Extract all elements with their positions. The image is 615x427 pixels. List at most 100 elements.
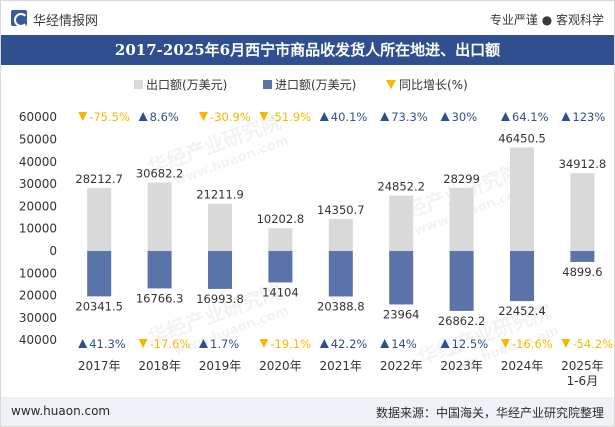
export-bar: [87, 188, 112, 251]
growth-up-marker: [199, 339, 208, 348]
growth-value-label: 30%: [452, 110, 478, 124]
chart-title: 2017-2025年6月西宁市商品收发货人所在地进、出口额: [114, 41, 501, 59]
x-tick-label: 2024年: [501, 359, 544, 373]
y-tick-label: 40000: [19, 155, 57, 169]
growth-value-label: 123%: [572, 110, 605, 124]
import-value-label: 20388.8: [317, 299, 365, 313]
export-bar: [208, 203, 232, 251]
legend-export-label: 出口额(万美元): [146, 78, 227, 92]
x-tick-label: 2018年: [138, 359, 181, 373]
growth-down-marker: [259, 112, 269, 121]
export-bar: [328, 218, 353, 251]
import-value-label: 26862.2: [438, 314, 486, 328]
import-value-label: 22452.4: [498, 304, 546, 318]
y-tick-label: 10000: [19, 222, 57, 236]
footer-url: www.huaon.com: [11, 404, 111, 418]
export-value-label: 14350.7: [317, 203, 365, 217]
import-bar: [87, 251, 112, 297]
growth-up-marker: [380, 112, 390, 121]
export-bar: [268, 228, 293, 251]
y-tick-label: 30000: [19, 311, 57, 325]
x-tick-label: 2017年: [78, 359, 121, 373]
legend-import-swatch: [263, 80, 272, 89]
growth-value-label: 40.1%: [331, 110, 368, 124]
footer: www.huaon.com 数据来源：中国海关，华经产业研究院整理: [1, 397, 614, 426]
export-value-label: 30682.2: [136, 167, 184, 181]
site-name: 华经情报网: [33, 14, 99, 29]
growth-up-marker: [501, 112, 510, 121]
import-bar: [208, 251, 232, 289]
y-tick-label: 30000: [19, 177, 57, 191]
x-tick-label: 2020年: [259, 359, 302, 373]
logo-icon: [11, 10, 28, 27]
export-value-label: 28299: [443, 172, 480, 186]
top-bar: 华经情报网 专业严谨 ● 客观科学: [1, 1, 614, 35]
import-value-label: 23964: [383, 307, 420, 321]
export-bar: [510, 147, 534, 251]
export-value-label: 34912.8: [559, 157, 607, 171]
growth-value-label: 1.7%: [210, 337, 239, 351]
export-value-label: 21211.9: [196, 188, 244, 202]
growth-down-marker: [259, 339, 269, 348]
growth-down-marker: [199, 112, 208, 121]
growth-up-marker: [319, 112, 329, 121]
export-bar: [147, 182, 172, 251]
growth-value-label: 14%: [391, 337, 417, 351]
growth-down-marker: [138, 339, 148, 348]
growth-up-marker: [440, 112, 450, 121]
title-bar: 2017-2025年6月西宁市商品收发货人所在地进、出口额: [1, 35, 614, 65]
export-bar: [570, 173, 595, 251]
bars: [87, 147, 595, 311]
growth-value-label: 12.5%: [452, 337, 489, 351]
growth-up-marker: [440, 339, 450, 348]
export-value-label: 24852.2: [377, 180, 425, 194]
import-value-label: 20341.5: [75, 299, 123, 313]
export-value-label: 28212.7: [75, 172, 123, 186]
import-bar: [147, 251, 172, 289]
growth-value-label: -30.9%: [210, 110, 251, 124]
slogan: 专业严谨 ● 客观科学: [489, 13, 604, 27]
y-tick-label: 20000: [19, 289, 57, 303]
legend-growth-marker: [386, 80, 396, 89]
growth-down-marker: [78, 112, 88, 121]
export-bar: [389, 195, 414, 251]
y-tick-label: 40000: [19, 333, 57, 347]
growth-up-marker: [78, 339, 88, 348]
growth-value-label: -75.5%: [89, 110, 130, 124]
import-bar: [570, 251, 595, 262]
growth-value-label: 73.3%: [391, 110, 428, 124]
x-axis: 2017年 2018年 2019年 2020年 2021年 2022年 2023年 2024年…: [78, 359, 604, 388]
import-value-label: 16766.3: [136, 291, 184, 305]
legend-export-swatch: [134, 80, 143, 89]
growth-value-label: 41.3%: [89, 337, 126, 351]
growth-value-label: -16.6%: [512, 337, 553, 351]
growth-value-label: -19.1%: [270, 337, 311, 351]
growth-value-label: 8.6%: [150, 110, 179, 124]
growth-down-marker: [501, 339, 510, 348]
growth-up-marker: [380, 339, 390, 348]
x-tick-label: 2019年: [199, 359, 242, 373]
import-bar: [449, 251, 474, 311]
import-bar: [328, 251, 353, 297]
y-tick-label: 50000: [19, 133, 57, 147]
y-tick-label: 0: [49, 244, 57, 258]
y-tick-label: 20000: [19, 199, 57, 213]
export-value-label: 10202.8: [257, 212, 305, 226]
growth-value-label: -17.6%: [150, 337, 191, 351]
x-tick-label: 2022年: [380, 359, 423, 373]
import-bar: [510, 251, 534, 302]
import-bar: [389, 251, 414, 305]
import-value-label: 4899.6: [562, 265, 602, 279]
chart-svg: 华经产业研究院www.huaon.com华经产业研究院www.huaon.com…: [19, 78, 613, 388]
growth-row: -75.5% 8.6% -30.9% -51.9% 40.1% 73.3% 30% 64.1%…: [78, 110, 613, 351]
x-tick-label: 1-6月: [567, 374, 599, 388]
export-value-label: 46450.5: [498, 131, 546, 145]
import-value-label: 14104: [262, 285, 299, 299]
growth-down-marker: [561, 339, 571, 348]
growth-up-marker: [561, 112, 571, 121]
footer-source: 数据来源：中国海关，华经产业研究院整理: [375, 406, 604, 420]
import-bar: [268, 251, 293, 283]
x-tick-label: 2023年: [440, 359, 483, 373]
growth-value-label: -51.9%: [270, 110, 311, 124]
y-tick-label: 60000: [19, 110, 57, 124]
